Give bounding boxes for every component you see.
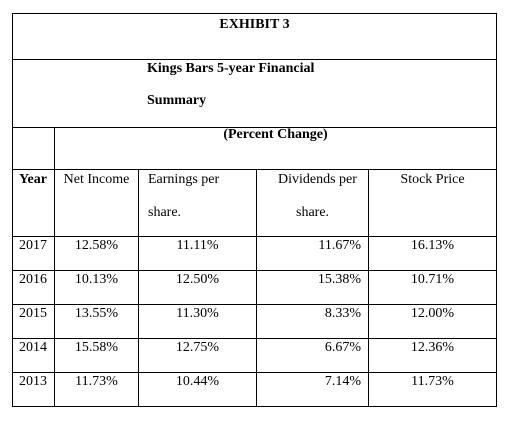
border-bottom — [12, 406, 497, 407]
table-cell-eps: 11.11% — [176, 238, 219, 253]
table-cell-stock-price: 12.00% — [410, 306, 455, 321]
table-cell-eps: 12.50% — [175, 272, 220, 287]
summary-title-line2: Summary — [147, 93, 207, 108]
table-cell-year: 2014 — [19, 340, 47, 355]
table-cell-dps: 11.67% — [318, 238, 361, 253]
divider-row-2 — [12, 304, 497, 305]
exhibit-title: EXHIBIT 3 — [219, 17, 290, 32]
table-cell-dps: 8.33% — [324, 306, 361, 321]
header-year: Year — [19, 172, 47, 187]
header-eps-line1: Earnings per — [148, 172, 220, 187]
percent-change-label: (Percent Change) — [223, 127, 328, 142]
col-divider-year — [54, 127, 55, 407]
table-cell-stock-price: 11.73% — [411, 374, 454, 389]
table-cell-year: 2016 — [19, 272, 47, 287]
table-cell-dps: 15.38% — [317, 272, 361, 287]
table-cell-dps: 7.14% — [324, 374, 361, 389]
col-divider-dps — [368, 169, 369, 407]
table-cell-eps: 10.44% — [175, 374, 220, 389]
table-cell-net-income: 15.58% — [74, 340, 119, 355]
table-cell-year: 2017 — [19, 238, 47, 253]
header-net-income: Net Income — [63, 172, 130, 187]
table-cell-eps: 12.75% — [175, 340, 220, 355]
table-cell-net-income: 10.13% — [74, 272, 119, 287]
divider-header — [12, 236, 497, 237]
col-divider-eps — [256, 169, 257, 407]
divider-row-3 — [12, 338, 497, 339]
col-divider-net-income — [138, 169, 139, 407]
table-cell-net-income: 12.58% — [74, 238, 119, 253]
header-stock-price: Stock Price — [400, 172, 465, 187]
table-cell-year: 2013 — [19, 374, 47, 389]
divider-row-4 — [12, 372, 497, 373]
table-cell-eps: 11.30% — [176, 306, 219, 321]
table-cell-net-income: 13.55% — [74, 306, 119, 321]
table-cell-year: 2015 — [19, 306, 47, 321]
header-dps-line1: Dividends per — [278, 172, 357, 187]
table-cell-stock-price: 12.36% — [410, 340, 455, 355]
header-dps-line2: share. — [296, 205, 330, 220]
table-cell-dps: 6.67% — [324, 340, 361, 355]
divider-subtitle — [12, 127, 497, 128]
header-eps-line2: share. — [148, 205, 182, 220]
divider-percent — [12, 169, 497, 170]
border-left — [12, 13, 13, 407]
summary-title-line1: Kings Bars 5-year Financial — [147, 61, 315, 76]
table-cell-stock-price: 16.13% — [410, 238, 455, 253]
table-cell-net-income: 11.73% — [75, 374, 118, 389]
table-cell-stock-price: 10.71% — [410, 272, 455, 287]
divider-title — [12, 59, 497, 60]
border-top — [12, 13, 497, 14]
divider-row-1 — [12, 270, 497, 271]
border-right — [496, 13, 497, 407]
